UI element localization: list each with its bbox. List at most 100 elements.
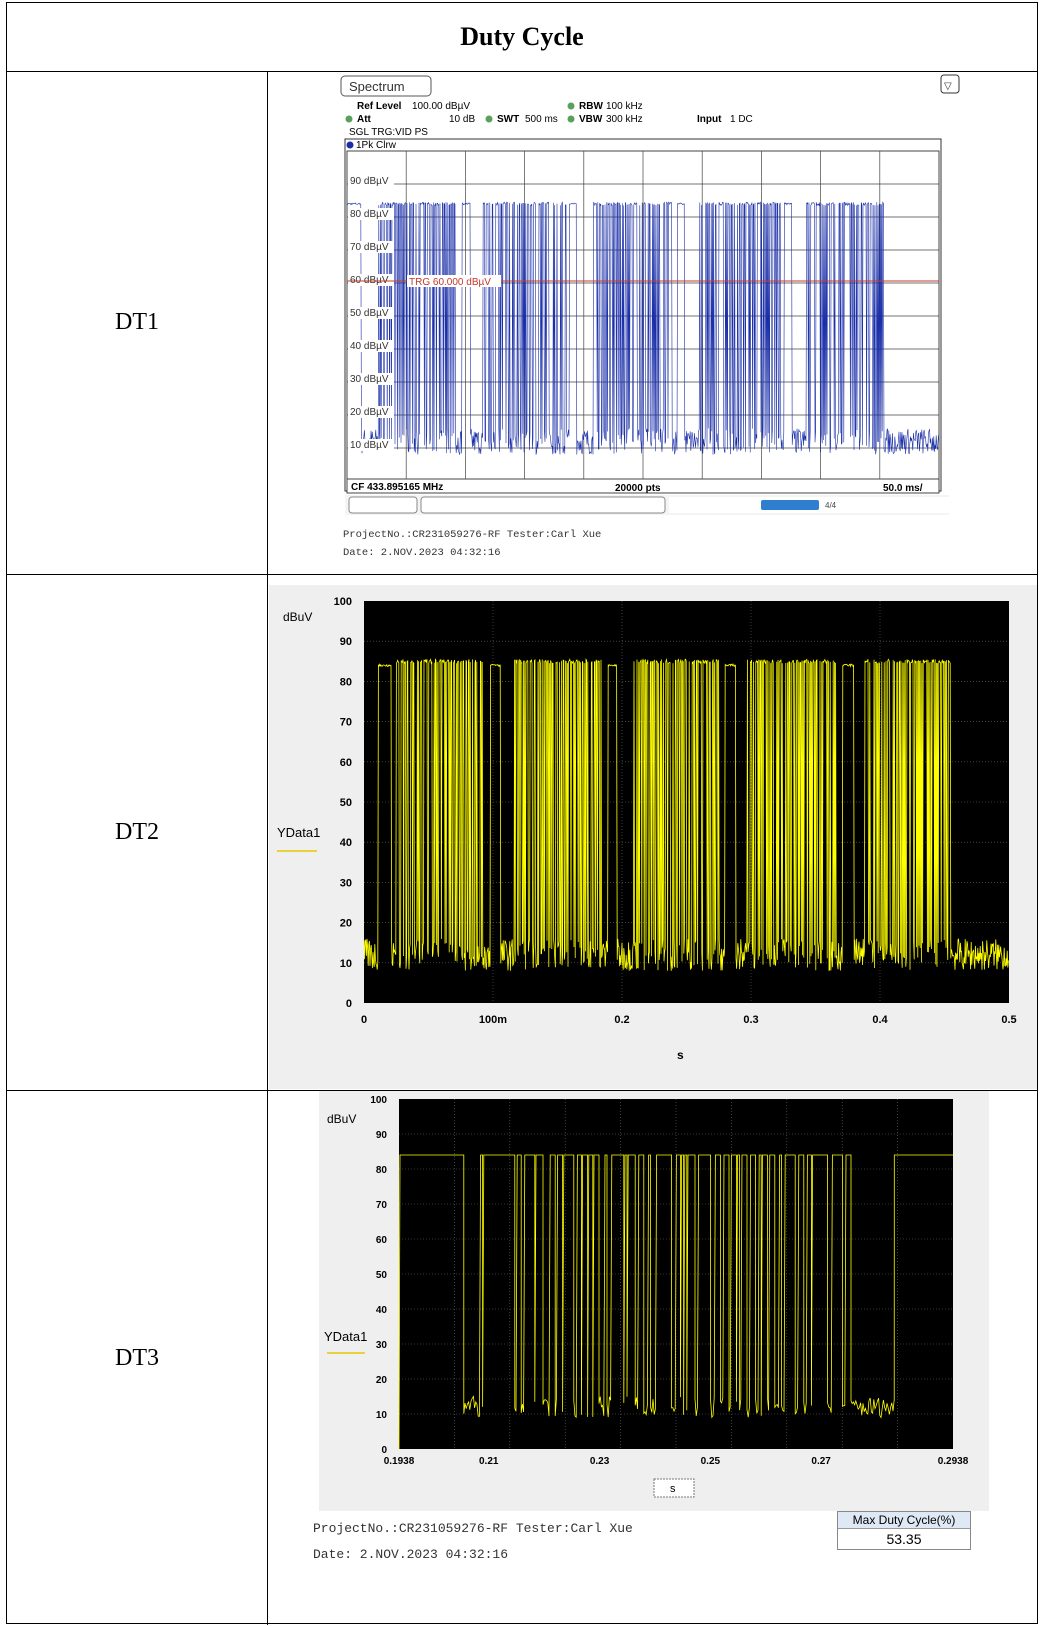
vbw-label: VBW: [579, 114, 603, 125]
y-tick-bg: [348, 406, 394, 418]
time-per-division: 50.0 ms/: [883, 483, 923, 494]
spectrum-analyzer-screenshot: Spectrum ▽ Ref Level 100.00 dBµV RBW 100…: [340, 74, 960, 515]
table-row: DT3 dBuV YData1 100 90 80 70 60 50 40 30 20 10 0 0…: [7, 1091, 1037, 1625]
y-tick-bg: [348, 439, 394, 451]
row-label: DT1: [7, 71, 268, 574]
legend-label: YData1: [324, 1329, 367, 1344]
x-tick-label: 0: [361, 1014, 367, 1026]
y-tick-label: 20: [376, 1375, 388, 1386]
trigger-mode: SGL TRG:VID PS: [349, 127, 428, 138]
project-info: ProjectNo.:CR231059276-RF Tester:Carl Xu…: [313, 1521, 633, 1536]
y-tick-label: 0: [381, 1445, 387, 1456]
y-unit: dBuV: [283, 610, 312, 624]
x-tick-label: 0.21: [479, 1456, 499, 1467]
att-label: Att: [357, 114, 372, 125]
y-unit: dBuV: [327, 1112, 356, 1126]
trace-line: [363, 658, 1009, 971]
y-tick-label: 90 dBµV: [350, 176, 389, 187]
y-tick-bg: [348, 373, 394, 385]
swt-value: 500 ms: [525, 114, 558, 125]
row-label: DT3: [7, 1091, 268, 1625]
x-tick-label: 0.27: [811, 1456, 831, 1467]
y-tick-bg: [348, 208, 394, 220]
svg-text:▽: ▽: [944, 81, 952, 92]
x-tick-label: 100m: [479, 1014, 507, 1026]
date-info: Date: 2.NOV.2023 04:32:16: [343, 547, 501, 559]
dt2-cell: dBuV YData1 100 90 80 70 60 50 40 30 20 10 0 0 100m…: [269, 575, 1037, 1090]
input-value: 1 DC: [730, 114, 753, 125]
trace-line: [398, 1154, 953, 1450]
x-axis-label: s: [670, 1483, 676, 1495]
y-tick-bg: [348, 340, 394, 352]
rbw-value: 100 kHz: [606, 101, 643, 112]
max-duty-cycle-value: 53.35: [838, 1529, 970, 1549]
vbw-value: 300 kHz: [606, 114, 643, 125]
y-tick-label: 40: [340, 837, 352, 849]
x-axis-label-box[interactable]: [653, 1478, 695, 1498]
y-tick-label: 90: [340, 636, 352, 648]
svg-text:4/4: 4/4: [825, 501, 837, 510]
input-label: Input: [697, 114, 722, 125]
ref-level-value: 100.00 dBµV: [412, 101, 470, 112]
y-tick-label: 100: [370, 1095, 387, 1106]
y-tick-label: 60: [376, 1235, 388, 1246]
y-tick-label: 20 dBµV: [350, 407, 389, 418]
spectrum-tab: Spectrum: [349, 79, 405, 94]
y-tick-label: 10 dBµV: [350, 440, 389, 451]
table-row: DT2 dBuV YData1 100 90 80 70 60 50 40 30 20 10 0 0…: [7, 575, 1037, 1091]
rbw-label: RBW: [579, 101, 603, 112]
x-tick-label: 0.3: [743, 1014, 758, 1026]
legend-label: YData1: [277, 825, 320, 840]
y-tick-label: 70: [340, 717, 352, 729]
x-tick-label: 0.5: [1001, 1014, 1016, 1026]
row-label: DT2: [7, 575, 268, 1090]
date-info: Date: 2.NOV.2023 04:32:16: [313, 1547, 509, 1562]
x-tick-label: 0.25: [701, 1456, 721, 1467]
y-tick-label: 50 dBµV: [350, 308, 389, 319]
sweep-points: 20000 pts: [615, 483, 661, 494]
x-tick-label: 0.2938: [938, 1456, 969, 1467]
center-frequency: CF 433.895165 MHz: [351, 482, 443, 493]
y-tick-label: 40: [376, 1305, 388, 1316]
y-tick-label: 30: [340, 877, 352, 889]
table-header: Duty Cycle: [7, 3, 1037, 72]
trigger-label: TRG 60.000 dBµV: [409, 277, 491, 288]
y-tick-label: 80: [340, 676, 352, 688]
y-tick-label: 80: [376, 1165, 388, 1176]
y-tick-label: 60: [340, 757, 352, 769]
dt1-cell: Spectrum ▽ Ref Level 100.00 dBµV RBW 100…: [269, 71, 1037, 574]
x-tick-label: 0.2: [614, 1014, 629, 1026]
duty-cycle-table: Duty Cycle DT1 Spectrum ▽ Ref Level 100.…: [6, 2, 1038, 1625]
y-tick-label: 70: [376, 1200, 388, 1211]
y-tick-bg: [348, 241, 394, 253]
project-info: ProjectNo.:CR231059276-RF Tester:Carl Xu…: [343, 529, 602, 541]
menu-icon[interactable]: [940, 74, 960, 94]
progress-bar: [761, 500, 819, 510]
y-tick-label: 50: [340, 797, 352, 809]
dt3-cell: dBuV YData1 100 90 80 70 60 50 40 30 20 10 0 0.193…: [269, 1091, 1037, 1625]
ref-level-label: Ref Level: [357, 101, 402, 112]
y-tick-label: 90: [376, 1130, 388, 1141]
y-tick-label: 20: [340, 918, 352, 930]
y-tick-label: 10: [376, 1410, 388, 1421]
y-tick-bg: [348, 307, 394, 319]
swt-label: SWT: [497, 114, 519, 125]
max-duty-cycle-label: Max Duty Cycle(%): [838, 1512, 970, 1529]
y-tick-bg: [348, 175, 394, 187]
y-tick-label: 0: [346, 998, 352, 1010]
y-tick-bg: [348, 274, 394, 286]
max-duty-cycle-box: Max Duty Cycle(%) 53.35: [837, 1511, 971, 1550]
x-axis-label: s: [677, 1048, 684, 1062]
att-value: 10 dB: [449, 114, 475, 125]
y-tick-label: 30 dBµV: [350, 374, 389, 385]
table-row: DT1 Spectrum ▽ Ref Level 100.00 dBµV RBW…: [7, 71, 1037, 575]
y-tick-label: 40 dBµV: [350, 341, 389, 352]
x-tick-label: 0.1938: [384, 1456, 415, 1467]
y-tick-label: 30: [376, 1340, 388, 1351]
y-tick-label: 70 dBµV: [350, 242, 389, 253]
y-tick-label: 100: [334, 596, 352, 608]
y-tick-label: 50: [376, 1270, 388, 1281]
x-tick-label: 0.23: [590, 1456, 610, 1467]
